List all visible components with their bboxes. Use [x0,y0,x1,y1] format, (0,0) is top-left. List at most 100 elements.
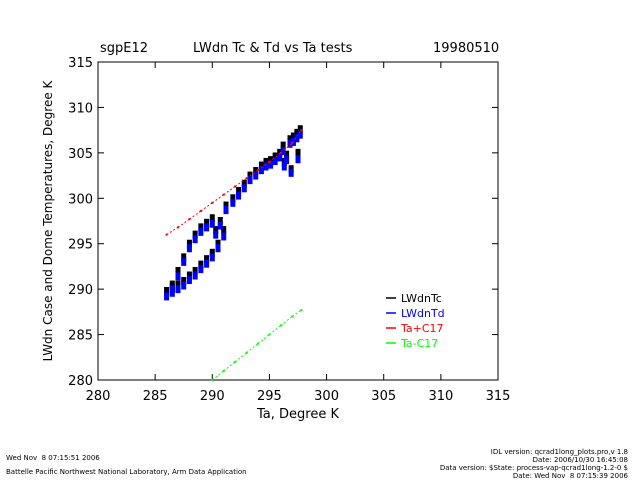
y-tick-label: 300 [68,192,93,207]
data-point [277,148,283,157]
data-point [181,276,187,285]
data-point [280,141,286,150]
data-point [198,223,204,232]
y-tick-label: 305 [68,147,93,162]
series-LWdnTd [164,130,303,301]
data-point [277,153,283,162]
data-point [164,286,170,295]
data-point [223,201,229,210]
data-point [175,272,181,281]
x-axis-label: Ta, Degree K [256,407,339,422]
series-line [269,152,282,163]
data-point [181,257,187,266]
legend-label: Ta-C17 [400,337,438,350]
data-point [198,227,204,236]
data-point [230,198,236,207]
x-tick-label: 310 [428,389,453,404]
series-line [257,334,270,345]
data-point [213,230,219,239]
data-point [209,248,215,257]
series-Ta-C17 [211,309,303,381]
data-point [209,214,215,223]
data-point [247,176,253,185]
data-point [215,239,221,248]
data-point [294,128,300,137]
data-point [217,217,223,225]
data-point [169,285,175,294]
data-point [258,161,264,170]
data-point [297,130,303,139]
data-point [186,271,192,280]
data-point [297,125,303,134]
data-point [258,166,264,175]
series-line [200,202,213,212]
data-point [192,230,198,239]
series-line [291,129,302,144]
data-point [236,191,242,200]
y-tick-label: 285 [68,329,93,344]
series-line [292,309,302,317]
data-point [192,235,198,244]
footer-idl-date: Date: 2006/10/30 16:45:08 [532,456,628,464]
data-point [175,280,181,289]
data-point [198,265,204,274]
data-point [186,276,192,285]
series-line [280,316,293,326]
series-line [177,218,190,228]
data-point [253,171,259,180]
footer-data-date: Date: Wed Nov 8 07:15:39 2006 [512,472,628,480]
footer-data-version: Data version: $State: process-vap-qcrad1… [439,464,628,472]
data-point [263,162,269,171]
y-tick-label: 295 [68,238,93,253]
data-point [186,239,192,248]
footer-timestamp: Wed Nov 8 07:15:51 2006 [6,454,100,462]
legend-label: Ta+C17 [400,322,444,335]
legend: LWdnTc LWdnTd Ta+C17 Ta-C17 [386,292,445,350]
series-line [189,210,202,220]
y-tick-label: 280 [68,374,93,389]
series-line [269,325,282,335]
y-tick-label: 310 [68,101,93,116]
series-Ta+C17 [165,129,303,236]
series-LWdnTc [164,125,303,295]
series-line [234,352,247,363]
data-point [295,155,301,164]
data-point [272,152,278,161]
data-point [164,292,170,301]
series-line [223,361,236,372]
x-tick-label: 300 [314,389,339,404]
data-point [281,162,287,171]
y-axis-label: LWdn Case and Dome Temperatures, Degree … [41,79,55,361]
data-point [198,260,204,269]
data-point [280,147,286,156]
data-point [263,157,269,166]
data-point [204,259,210,268]
data-point [181,253,187,262]
data-point [181,281,187,290]
data-point [241,179,247,188]
date-label: 19980510 [433,41,499,56]
data-point [209,219,215,228]
data-point [223,206,229,215]
data-point [186,244,192,253]
data-point [241,184,247,193]
data-point [272,157,278,166]
site-label: sgpE12 [100,41,148,56]
data-point [221,232,227,241]
plot-frame [97,61,499,381]
series-line [246,343,259,354]
data-point [175,285,181,294]
data-point [284,156,290,165]
data-point [175,266,181,275]
data-point [253,167,259,176]
series-line [223,186,236,196]
data-point [268,156,274,165]
data-point [204,218,210,227]
legend-label: LWdnTc [401,292,442,305]
data-point [192,266,198,275]
series-line [211,194,225,204]
data-point [300,129,303,132]
data-point [287,139,293,148]
